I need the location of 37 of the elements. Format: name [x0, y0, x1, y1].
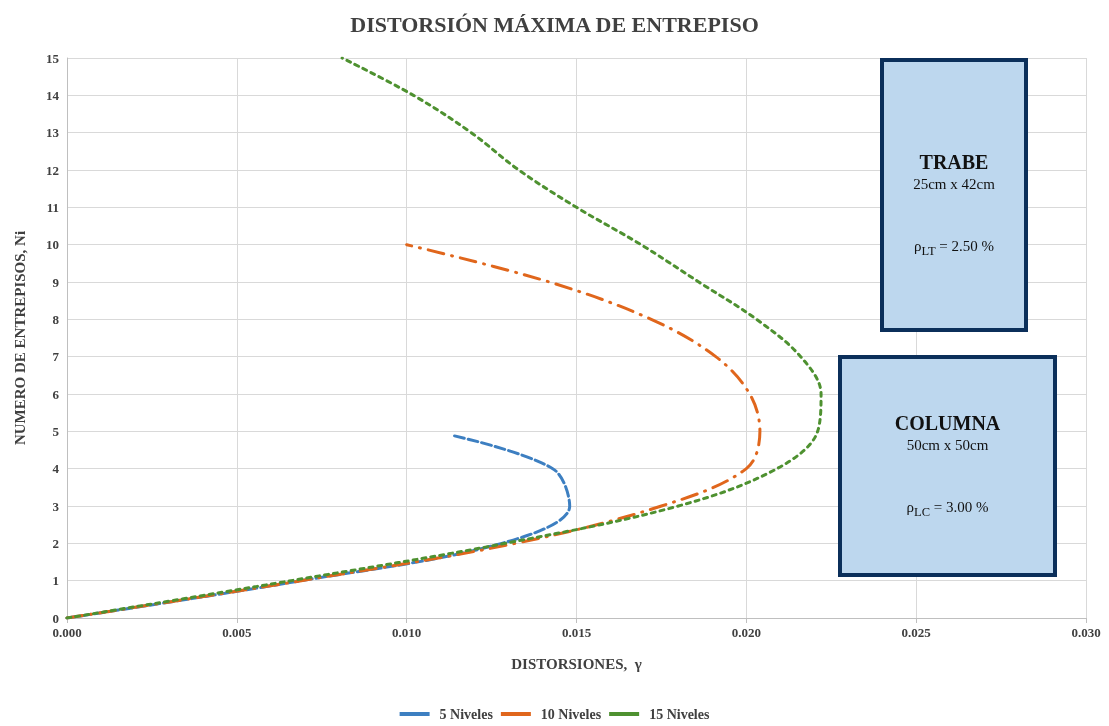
text-box: TRABE 25cm x 42cm ρ$_{LT}$ = 2.50 %	[880, 58, 1028, 332]
x-tick-label: 0.030	[1071, 625, 1101, 640]
annotation: 25cm x 42cm	[912, 175, 996, 194]
y-tick-label: 2	[52, 535, 59, 551]
x-axis-title: DISTORSIONES, γ	[511, 655, 642, 672]
x-tick-label: 0.020	[731, 625, 761, 640]
y-tick-label: 1	[52, 573, 59, 589]
y-tick-label: 10	[46, 237, 59, 253]
y-tick-label: 14	[46, 87, 60, 103]
text-box: COLUMNA 50cm x 50cm ρ$_{LC}$ = 3.00 %	[838, 355, 1057, 577]
annotation: COLUMNA	[893, 411, 1002, 435]
y-tick-label: 0	[52, 610, 59, 626]
y-tick-label: 12	[46, 162, 59, 178]
x-tick-label: 0.000	[52, 625, 82, 640]
x-tick-label: 0.005	[222, 625, 252, 640]
annotation: ρ$_{LT}$ = 2.50 %	[912, 237, 996, 260]
y-tick-label: 7	[52, 349, 60, 365]
y-tick-label: 15	[46, 50, 60, 66]
y-axis-title: NUMERO DE ENTREPISOS, Ni	[11, 230, 28, 446]
legend-label: 15 Niveles	[649, 706, 710, 722]
y-tick-label: 8	[52, 311, 60, 327]
legend-label: 5 Niveles	[439, 706, 494, 722]
annotation: ρ$_{LC}$ = 3.00 %	[905, 498, 990, 521]
x-tick-label: 0.015	[561, 625, 592, 640]
y-tick-label: 4	[52, 461, 60, 477]
y-tick-label: 6	[52, 386, 60, 402]
y-tick-label: 9	[52, 274, 60, 290]
y-tick-label: 11	[46, 199, 59, 215]
chart-title: DISTORSIÓN MÁXIMA DE ENTREPISO	[350, 11, 759, 37]
y-tick-label: 13	[46, 125, 60, 141]
x-tick-label: 0.025	[901, 625, 932, 640]
legend-label: 10 Niveles	[540, 706, 602, 722]
y-tick-label: 5	[52, 423, 60, 439]
x-tick-label: 0.010	[392, 625, 422, 640]
y-tick-label: 3	[52, 498, 60, 514]
annotation: TRABE	[918, 150, 990, 174]
annotation: 50cm x 50cm	[905, 436, 990, 455]
